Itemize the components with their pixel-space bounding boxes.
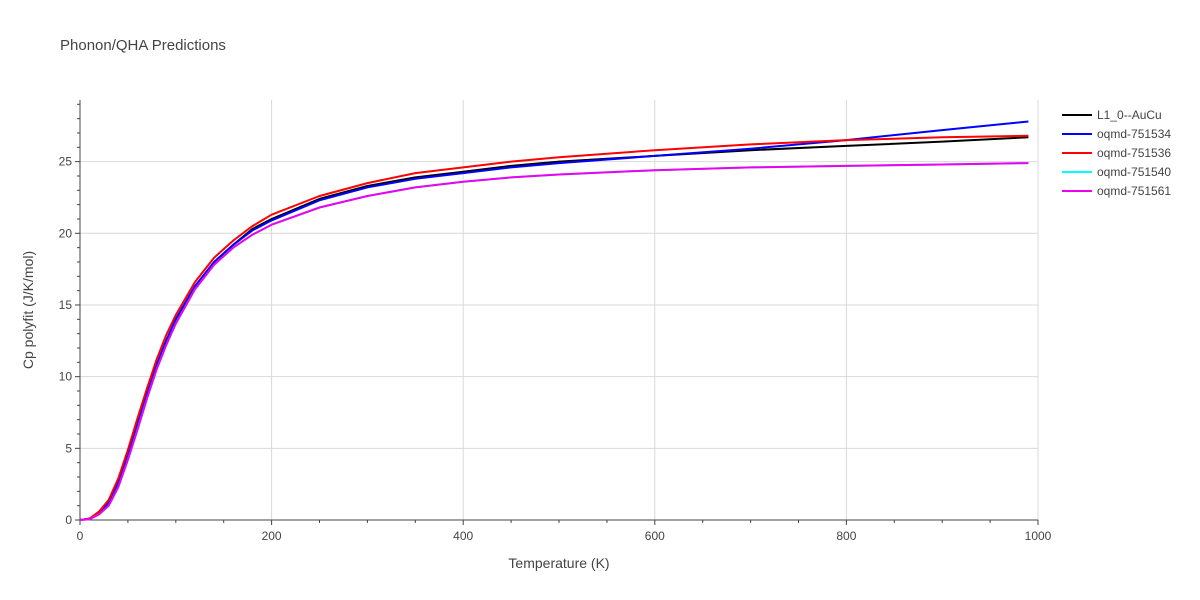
x-tick-label: 0 <box>77 529 84 543</box>
x-axis-title: Temperature (K) <box>508 555 609 571</box>
series-line-oqmd-751561 <box>79 162 1029 521</box>
x-tick-label: 1000 <box>1025 529 1052 543</box>
y-tick-label: 25 <box>59 155 73 169</box>
series-line-oqmd-751534 <box>79 120 1029 521</box>
x-tick-label: 400 <box>453 529 473 543</box>
x-tick-label: 800 <box>836 529 856 543</box>
legend-label: oqmd-751536 <box>1097 146 1171 160</box>
legend-label: oqmd-751561 <box>1097 184 1171 198</box>
axes: 0 200 400 600 800 1000 0 5 10 15 20 25 <box>59 100 1052 543</box>
legend-label: oqmd-751540 <box>1097 165 1171 179</box>
legend-item[interactable]: oqmd-751540 <box>1062 165 1171 179</box>
series-layer <box>79 120 1029 521</box>
legend-label: L1_0--AuCu <box>1097 108 1162 122</box>
y-tick-label: 0 <box>65 513 72 527</box>
y-axis-title: Cp polyfit (J/K/mol) <box>20 251 36 369</box>
x-tick-label: 200 <box>262 529 282 543</box>
legend-label: oqmd-751534 <box>1097 127 1171 141</box>
y-tick-label: 20 <box>59 226 73 240</box>
legend-item[interactable]: oqmd-751536 <box>1062 146 1171 160</box>
chart-title: Phonon/QHA Predictions <box>60 37 226 54</box>
series-line-l1-0-aucu <box>79 136 1029 521</box>
legend[interactable]: L1_0--AuCu oqmd-751534 oqmd-751536 oqmd-751… <box>1062 108 1171 198</box>
y-tick-label: 10 <box>59 370 73 384</box>
legend-item[interactable]: L1_0--AuCu <box>1062 108 1162 122</box>
legend-item[interactable]: oqmd-751561 <box>1062 184 1171 198</box>
series-line-oqmd-751536 <box>79 134 1029 521</box>
x-tick-label: 600 <box>645 529 665 543</box>
y-tick-label: 15 <box>59 298 73 312</box>
legend-item[interactable]: oqmd-751534 <box>1062 127 1171 141</box>
series-line-oqmd-751540 <box>79 162 1029 521</box>
y-tick-label: 5 <box>65 441 72 455</box>
